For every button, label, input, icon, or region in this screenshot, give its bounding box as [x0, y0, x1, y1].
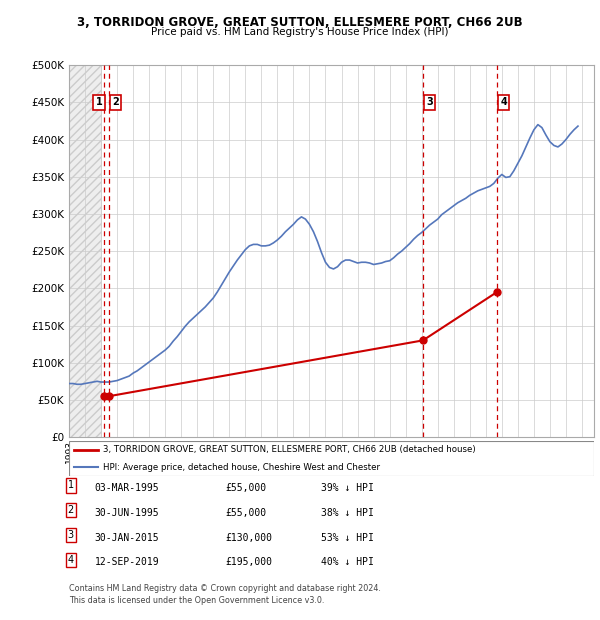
Text: Contains HM Land Registry data © Crown copyright and database right 2024.
This d: Contains HM Land Registry data © Crown c… — [69, 584, 381, 605]
Text: £195,000: £195,000 — [225, 557, 272, 567]
Text: 1: 1 — [68, 480, 74, 490]
Text: £55,000: £55,000 — [225, 508, 266, 518]
Text: 12-SEP-2019: 12-SEP-2019 — [95, 557, 160, 567]
Text: 38% ↓ HPI: 38% ↓ HPI — [321, 508, 374, 518]
Text: 4: 4 — [500, 97, 507, 107]
Text: £130,000: £130,000 — [225, 533, 272, 542]
Text: 2: 2 — [68, 505, 74, 515]
Text: 39% ↓ HPI: 39% ↓ HPI — [321, 483, 374, 493]
Text: 3, TORRIDON GROVE, GREAT SUTTON, ELLESMERE PORT, CH66 2UB (detached house): 3, TORRIDON GROVE, GREAT SUTTON, ELLESME… — [103, 445, 476, 454]
Text: 2: 2 — [112, 97, 119, 107]
Text: 53% ↓ HPI: 53% ↓ HPI — [321, 533, 374, 542]
Text: 3: 3 — [68, 530, 74, 540]
Text: 30-JAN-2015: 30-JAN-2015 — [95, 533, 160, 542]
Text: 3: 3 — [426, 97, 433, 107]
Text: 03-MAR-1995: 03-MAR-1995 — [95, 483, 160, 493]
Text: £55,000: £55,000 — [225, 483, 266, 493]
Text: 4: 4 — [68, 555, 74, 565]
FancyBboxPatch shape — [69, 441, 594, 476]
Text: HPI: Average price, detached house, Cheshire West and Chester: HPI: Average price, detached house, Ches… — [103, 463, 380, 472]
Text: 1: 1 — [96, 97, 103, 107]
Bar — [69, 65, 101, 437]
Text: 40% ↓ HPI: 40% ↓ HPI — [321, 557, 374, 567]
Text: Price paid vs. HM Land Registry's House Price Index (HPI): Price paid vs. HM Land Registry's House … — [151, 27, 449, 37]
Text: 3, TORRIDON GROVE, GREAT SUTTON, ELLESMERE PORT, CH66 2UB: 3, TORRIDON GROVE, GREAT SUTTON, ELLESME… — [77, 16, 523, 29]
Text: 30-JUN-1995: 30-JUN-1995 — [95, 508, 160, 518]
